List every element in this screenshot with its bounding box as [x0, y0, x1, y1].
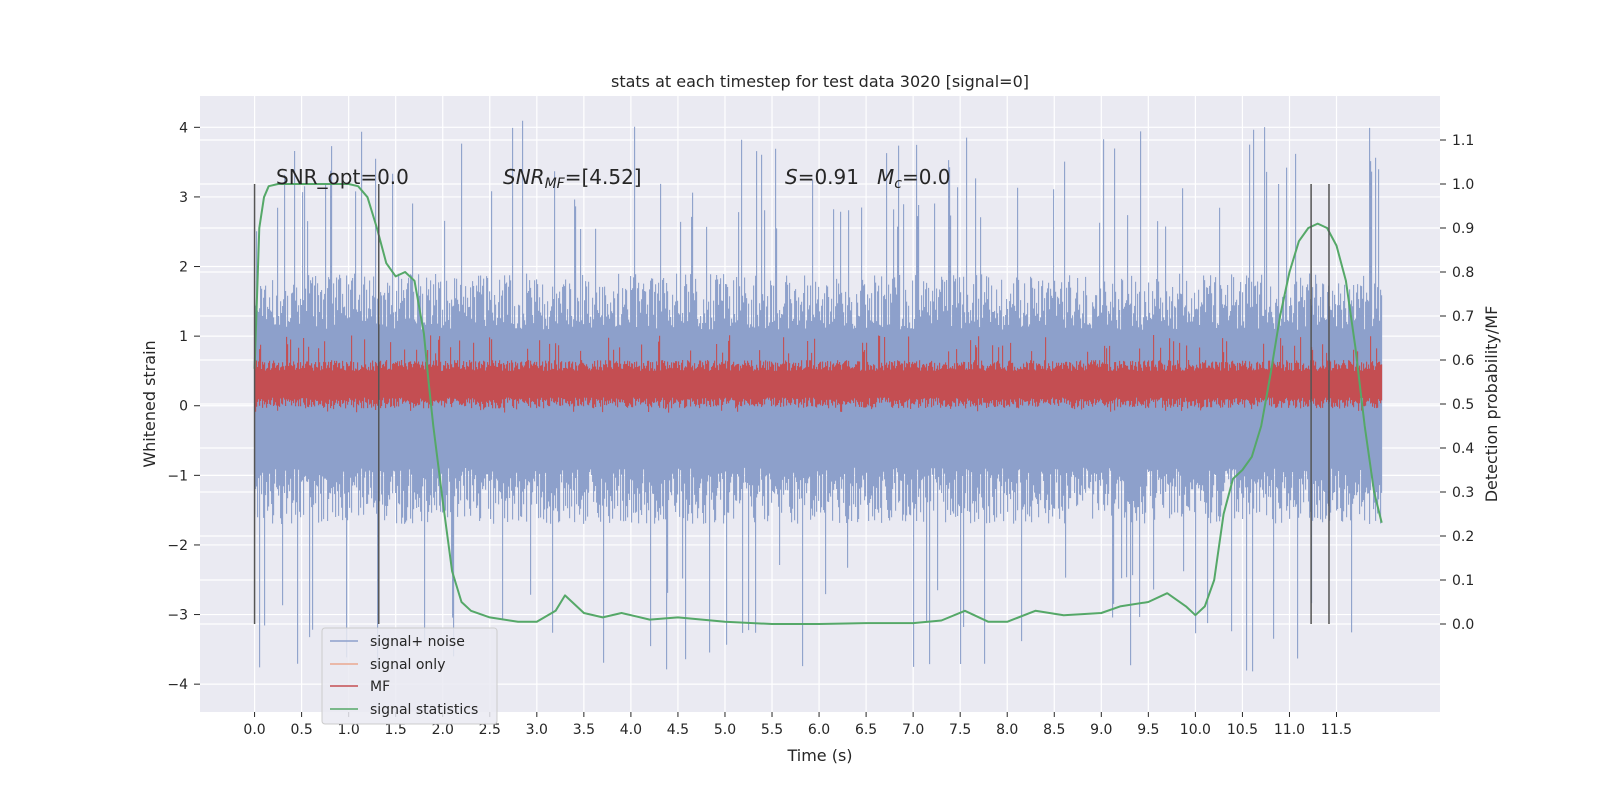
x-tick-label: 7.0 — [902, 722, 924, 738]
y-tick-label: 3 — [179, 190, 188, 206]
x-tick-label: 10.0 — [1180, 722, 1211, 738]
y-tick-label: −1 — [167, 468, 188, 484]
series-signal-statistics — [253, 183, 1383, 625]
legend-label-signal-noise: signal+ noise — [370, 634, 465, 650]
y2-tick-label: 0.1 — [1452, 573, 1474, 589]
x-axis-label: Time (s) — [786, 746, 852, 765]
y2-tick-label: 0.7 — [1452, 309, 1474, 325]
x-tick-label: 7.5 — [949, 722, 971, 738]
x-tick-label: 5.0 — [714, 722, 736, 738]
y2-tick-label: 1.1 — [1452, 133, 1474, 149]
snr-mf-subscript: MF — [545, 176, 566, 192]
y-tick-label: 2 — [179, 260, 188, 276]
x-tick-label: 10.5 — [1227, 722, 1258, 738]
y2-axis-label: Detection probability/MF — [1482, 306, 1501, 503]
x-tick-label: 3.0 — [526, 722, 548, 738]
snr-mf-value: =[4.52] — [565, 165, 642, 189]
x-tick-label: 1.0 — [338, 722, 360, 738]
y2-tick-label: 0.0 — [1452, 617, 1474, 633]
mc-value: =0.0 — [902, 165, 951, 189]
legend-label-mf: MF — [370, 679, 390, 695]
y2-tick-label: 0.3 — [1452, 485, 1474, 501]
y-tick-label: −2 — [167, 538, 188, 554]
x-tick-label: 6.0 — [808, 722, 830, 738]
x-tick-label: 11.0 — [1274, 722, 1305, 738]
x-tick-label: 0.5 — [290, 722, 312, 738]
y2-tick-label: 1.0 — [1452, 177, 1474, 193]
y-tick-label: −3 — [167, 608, 188, 624]
y-tick-label: 0 — [179, 399, 188, 415]
axis-ticks: 0.0 0.5 1.0 1.5 2.0 2.5 3.0 3.5 4.0 4.5 5.0 5.5 6.0 6… — [167, 120, 1474, 738]
mc-subscript: c — [894, 176, 902, 192]
mc-name: M — [877, 165, 894, 189]
y-tick-label: −4 — [167, 677, 188, 693]
legend: signal+ noise signal only MF signal stat… — [321, 627, 498, 725]
x-tick-label: 2.0 — [432, 722, 454, 738]
y2-tick-label: 0.9 — [1452, 221, 1474, 237]
series-layer — [253, 120, 1383, 672]
y2-tick-label: 0.5 — [1452, 397, 1474, 413]
x-tick-label: 2.5 — [479, 722, 501, 738]
x-tick-label: 8.0 — [996, 722, 1018, 738]
x-tick-label: 8.5 — [1043, 722, 1065, 738]
snr-opt-annotation: SNR_opt=0.0 — [276, 165, 409, 189]
x-tick-label: 0.0 — [243, 722, 265, 738]
legend-label-signal-statistics: signal statistics — [370, 702, 478, 718]
y-axis-label: Whitened strain — [140, 340, 159, 467]
s-mc-annotation: S=0.91 Mc=0.0 — [785, 165, 951, 192]
chart-title: stats at each timestep for test data 302… — [611, 72, 1029, 91]
legend-box — [321, 627, 498, 725]
x-tick-label: 1.5 — [385, 722, 407, 738]
x-tick-label: 5.5 — [761, 722, 783, 738]
y-tick-label: 4 — [179, 120, 188, 136]
y2-tick-label: 0.2 — [1452, 529, 1474, 545]
x-tick-label: 6.5 — [855, 722, 877, 738]
s-value: =0.91 — [798, 165, 859, 189]
vertical-markers — [253, 184, 1330, 624]
y2-tick-label: 0.4 — [1452, 441, 1474, 457]
x-tick-label: 4.5 — [667, 722, 689, 738]
snr-mf-annotation: SNRMF=[4.52] — [503, 165, 642, 192]
legend-label-signal-only: signal only — [370, 657, 445, 673]
y2-tick-label: 0.6 — [1452, 353, 1474, 369]
snr-mf-name: SNR — [503, 165, 545, 189]
s-name: S — [785, 165, 798, 189]
x-tick-label: 11.5 — [1321, 722, 1352, 738]
x-tick-label: 9.0 — [1090, 722, 1112, 738]
y2-tick-label: 0.8 — [1452, 265, 1474, 281]
x-tick-label: 3.5 — [573, 722, 595, 738]
y-tick-label: 1 — [179, 329, 188, 345]
x-tick-label: 4.0 — [620, 722, 642, 738]
x-tick-label: 9.5 — [1137, 722, 1159, 738]
